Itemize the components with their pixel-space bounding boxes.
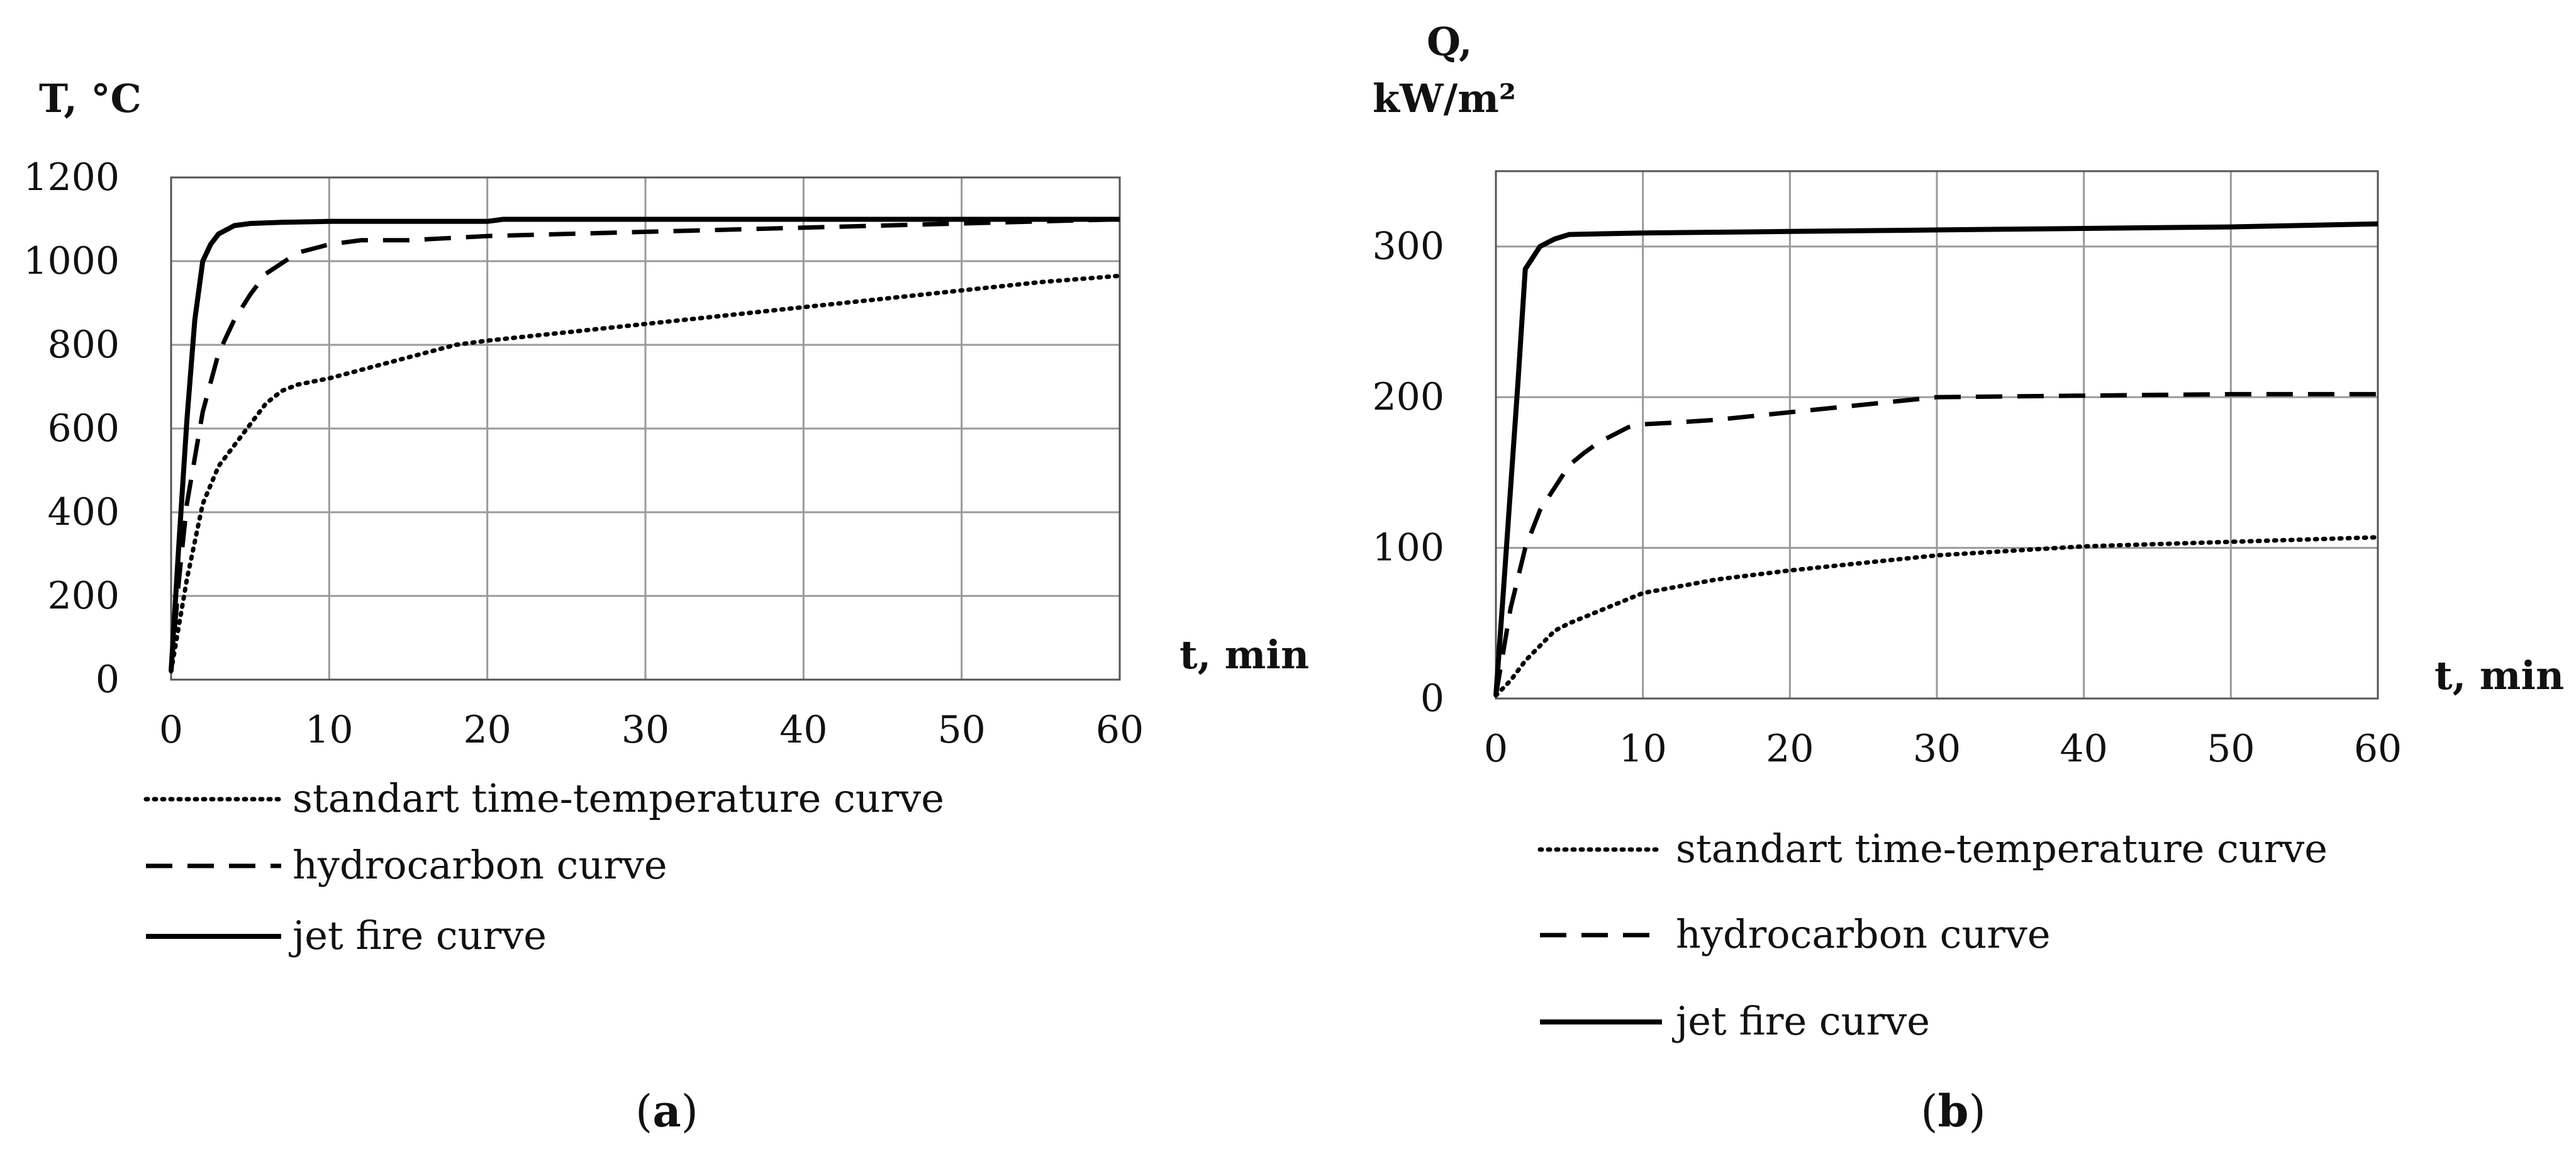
panel-b-caption: (b) (1921, 1085, 1986, 1137)
panel-b-caption-close: ) (1968, 1086, 1985, 1137)
panel-b-ticks: 0 10 20 30 40 50 60 0 100 200 300 (1372, 225, 2402, 771)
a-y-tick-label: 0 (96, 658, 120, 702)
b-x-tick-label: 50 (2207, 727, 2255, 771)
b-x-tick-label: 40 (2060, 727, 2107, 771)
a-series-dashed-line (169, 217, 1120, 672)
b-legend-label: standart time-temperature curve (1676, 826, 2328, 872)
b-y-tick-label: 200 (1372, 375, 1444, 419)
panel-a-series (169, 216, 1122, 674)
a-y-tick-label: 1000 (23, 239, 120, 283)
a-x-tick-label: 0 (159, 708, 183, 752)
panel-b-x-axis-label: t, min (2434, 653, 2564, 699)
panel-b-caption-open: ( (1921, 1086, 1938, 1137)
panel-b-y-axis-label-line2: kW/m² (1373, 76, 1516, 121)
a-y-tick-label: 600 (47, 407, 120, 451)
panel-a-grid (170, 176, 1121, 681)
b-legend-label: hydrocarbon curve (1676, 911, 2051, 957)
b-x-tick-label: 10 (1619, 727, 1666, 771)
b-series-solid-line (1493, 221, 2378, 696)
b-x-tick-label: 20 (1766, 727, 1814, 771)
b-series-dashed-line (1493, 391, 2378, 696)
a-x-tick-label: 40 (779, 708, 827, 752)
a-x-tick-label: 10 (305, 708, 353, 752)
a-x-tick-label: 20 (463, 708, 511, 752)
panel-b-caption-letter: b (1938, 1085, 1969, 1137)
a-legend-label: jet fire curve (289, 912, 547, 958)
b-y-tick-label: 0 (1420, 676, 1444, 721)
a-series-solid-line (169, 216, 1120, 671)
a-plot-frame (170, 176, 1121, 681)
a-legend-label: hydrocarbon curve (293, 842, 667, 888)
b-y-tick-label: 100 (1372, 526, 1444, 570)
b-plot-frame (1495, 170, 2379, 700)
panel-a-caption-open: ( (635, 1086, 652, 1137)
b-series-dotted-line (1493, 535, 2380, 698)
panel-a-legend: standart time-temperature curve hydrocarb… (143, 775, 944, 958)
b-x-tick-label: 60 (2354, 727, 2402, 771)
panel-b-y-axis-label-line1: Q, (1427, 19, 1473, 65)
a-y-tick-label: 200 (47, 574, 120, 618)
b-y-tick-label: 300 (1372, 225, 1444, 269)
panel-a-y-axis-label: T, °C (39, 76, 142, 121)
b-x-tick-label: 0 (1484, 727, 1508, 771)
panel-a-caption: (a) (635, 1085, 698, 1137)
a-legend-label: standart time-temperature curve (293, 775, 944, 821)
panel-a-chart: T, °C 0 10 20 30 40 50 60020040060080010001200… (23, 76, 1309, 1137)
panel-a-x-axis-label: t, min (1179, 632, 1309, 678)
panel-a-caption-letter: a (652, 1085, 681, 1137)
panel-a-caption-close: ) (681, 1086, 698, 1137)
a-x-tick-label: 30 (622, 708, 669, 752)
a-series-dotted-line (169, 273, 1122, 674)
panel-b-grid (1495, 170, 2379, 700)
a-y-tick-label: 1200 (23, 155, 120, 199)
a-y-tick-label: 800 (47, 323, 120, 367)
b-legend-label: jet fire curve (1672, 998, 1930, 1044)
a-x-tick-label: 50 (937, 708, 985, 752)
a-y-tick-label: 400 (47, 490, 120, 534)
panel-b-legend: standart time-temperature curve hydrocarb… (1537, 826, 2328, 1044)
b-x-tick-label: 30 (1913, 727, 1961, 771)
panel-b-series (1493, 221, 2380, 698)
a-x-tick-label: 60 (1096, 708, 1144, 752)
